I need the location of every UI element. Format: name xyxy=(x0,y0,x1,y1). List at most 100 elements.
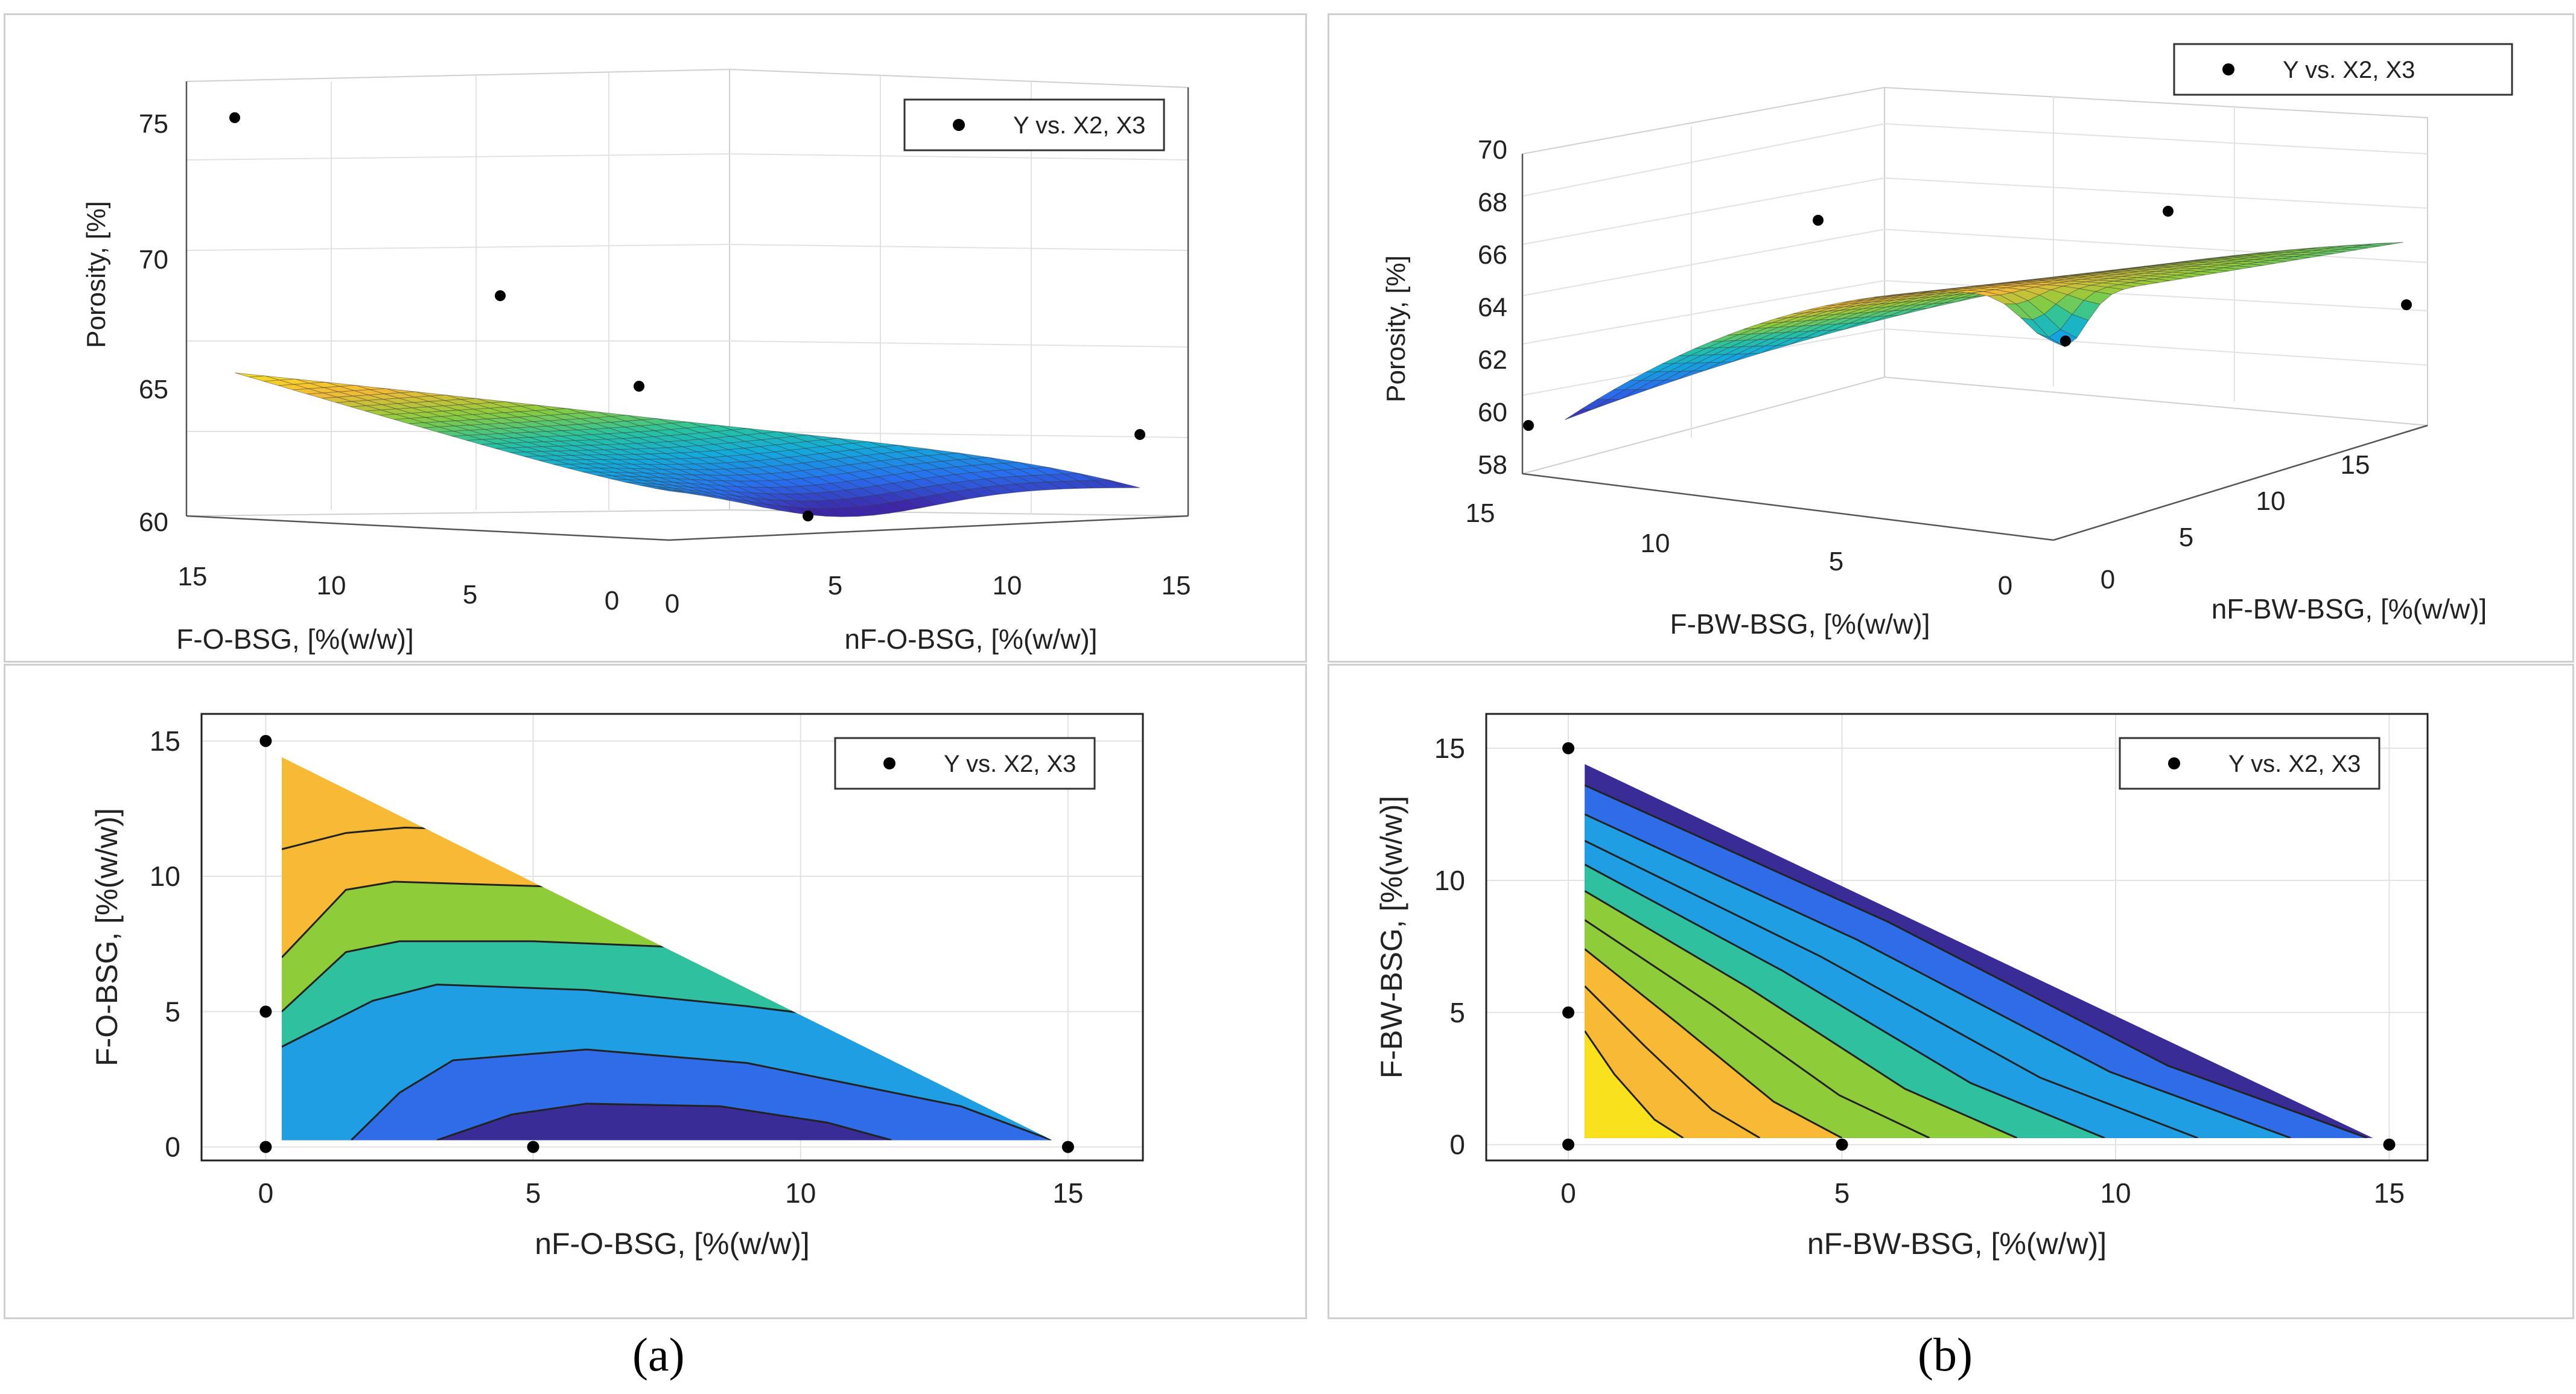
a-contour-data-point-2 xyxy=(259,1141,272,1153)
b-surface-y-tick: 5 xyxy=(2179,523,2193,552)
b-surface-x-tick: 10 xyxy=(1641,529,1670,558)
a-contour-x-tick: 10 xyxy=(785,1177,816,1209)
a-surface-x-tick: 0 xyxy=(665,589,679,619)
a-contour-data-point-0 xyxy=(259,734,272,747)
a-surface-y-tick: 10 xyxy=(317,571,346,600)
b-surface-z-tick: 70 xyxy=(1478,135,1507,165)
b-contour-axis-box xyxy=(1485,713,2429,1162)
surface-facet xyxy=(2037,333,2066,348)
a-surface-z-tick: 65 xyxy=(139,375,168,404)
b-contour-contour-line-8 xyxy=(1585,784,2368,1138)
a-contour-x-tick: 5 xyxy=(526,1177,541,1209)
b-surface-gridline-8 xyxy=(1884,280,2428,311)
b-surface-data-point-3 xyxy=(2060,336,2071,346)
a-surface-surface-mesh xyxy=(234,372,1140,517)
b-surface-gridline-1 xyxy=(1522,177,1885,245)
a-contour-y-tick: 15 xyxy=(150,725,180,757)
b-contour-x-tick: 10 xyxy=(2100,1177,2131,1209)
a-surface-x-tick: 10 xyxy=(993,571,1022,600)
b-contour-contour-line-2 xyxy=(1585,948,1843,1138)
b-contour-legend-box xyxy=(2119,737,2380,790)
a-surface-axis-edge-1 xyxy=(669,515,1189,541)
b-contour-y-tick: 0 xyxy=(1449,1129,1465,1160)
b-surface-legend-marker xyxy=(2222,63,2234,75)
b-surface-data-point-1 xyxy=(1813,215,1824,226)
b-contour-contour-line-1 xyxy=(1585,985,1761,1138)
a-surface-data-point-4 xyxy=(1134,429,1145,440)
b-surface-gridline-0 xyxy=(1522,123,1885,197)
b-surface-wall-0 xyxy=(1522,86,1885,475)
b-surface-x-tick: 0 xyxy=(1998,571,2012,600)
b-surface-y-label: nF-BW-BSG, [%(w/w)] xyxy=(2212,593,2487,625)
b-surface-surface-mesh xyxy=(1564,242,2404,421)
b-surface-axis-edge-0 xyxy=(1522,473,2054,541)
b-surface-gridline-6 xyxy=(1884,177,2428,209)
b-surface-z-tick: 60 xyxy=(1478,398,1507,427)
b-surface-axis-edge-1 xyxy=(2053,424,2428,541)
b-contour-x-tick: 15 xyxy=(2374,1177,2405,1209)
a-contour-contour-line-5 xyxy=(436,1103,892,1141)
b-contour-x-tick: 5 xyxy=(1834,1177,1850,1209)
b-surface-gridline-5 xyxy=(1884,123,2428,154)
a-surface-data-point-0 xyxy=(229,112,240,123)
b-contour-y-tick: 10 xyxy=(1434,865,1465,896)
chart-b-contour: 0 5 10 15 0 5 10 15 nF-BW-BSG, [%(w/w)] F-BW-BSG,… xyxy=(1375,713,2429,1261)
a-surface-legend-marker xyxy=(953,119,965,131)
a-contour-legend-marker xyxy=(883,757,895,769)
a-surface-axis-edge-0 xyxy=(186,515,670,541)
chart-a-surface: 60 65 70 75 0 5 10 15 15 10 5 0 Porosity, [%] nF-O-BS… xyxy=(81,68,1191,655)
a-surface-data-point-3 xyxy=(803,511,813,521)
b-contour-x-label: nF-BW-BSG, [%(w/w)] xyxy=(1807,1227,2107,1261)
a-contour-data-point-3 xyxy=(527,1141,539,1153)
a-surface-gridline-1 xyxy=(186,153,730,161)
b-contour-data-point-0 xyxy=(1562,742,1575,754)
caption-b: (b) xyxy=(1918,1328,1973,1381)
a-surface-z-label: Porosity, [%] xyxy=(81,201,111,348)
panel-a-contour: 0 5 10 15 0 5 10 15 nF-O-BSG, [%(w/w)] F-O-BSG, [… xyxy=(4,664,1307,1319)
a-contour-band-5 xyxy=(281,1103,1052,1141)
a-surface-gridline-0 xyxy=(186,244,730,251)
a-surface-gridline-6 xyxy=(729,340,1189,348)
b-contour-data-point-4 xyxy=(2383,1138,2396,1151)
panel-b-contour: 0 5 10 15 0 5 10 15 nF-BW-BSG, [%(w/w)] F-BW-BSG,… xyxy=(1328,664,2574,1319)
a-surface-gridline-4 xyxy=(729,244,1189,251)
b-contour-contour-line-5 xyxy=(1585,864,2105,1138)
b-contour-contour-line-3 xyxy=(1585,919,1930,1138)
b-surface-data-point-4 xyxy=(2401,299,2412,310)
b-surface-z-tick: 64 xyxy=(1478,293,1507,322)
a-contour-y-tick: 10 xyxy=(150,861,180,892)
a-contour-y-tick: 0 xyxy=(165,1131,180,1163)
a-contour-axis-box xyxy=(200,713,1144,1162)
panel-a-surface: 60 65 70 75 0 5 10 15 15 10 5 0 Porosity, [%] nF-O-BS… xyxy=(4,13,1307,663)
a-contour-data-point-4 xyxy=(1061,1141,1074,1153)
b-surface-z-label: Porosity, [%] xyxy=(1381,255,1411,403)
b-contour-legend-label: Y vs. X2, X3 xyxy=(2228,751,2361,777)
a-surface-z-tick: 70 xyxy=(139,245,168,275)
b-contour-contour-line-4 xyxy=(1585,890,2018,1138)
b-contour-contour-line-0 xyxy=(1585,1030,1684,1138)
a-surface-data-point-1 xyxy=(495,290,506,301)
b-surface-legend-label: Y vs. X2, X3 xyxy=(2283,57,2415,83)
b-contour-data-point-2 xyxy=(1562,1138,1575,1151)
b-surface-z-tick: 62 xyxy=(1478,345,1507,375)
b-contour-x-tick: 0 xyxy=(1560,1177,1576,1209)
b-surface-x-label: F-BW-BSG, [%(w/w)] xyxy=(1670,608,1930,640)
b-contour-band-1 xyxy=(1585,986,1760,1138)
a-surface-x-tick: 15 xyxy=(1162,571,1191,600)
a-surface-z-tick: 75 xyxy=(139,109,168,139)
b-surface-z-tick: 66 xyxy=(1478,240,1507,270)
b-surface-data-point-0 xyxy=(1523,420,1534,431)
a-surface-x-tick: 5 xyxy=(828,571,842,600)
a-surface-legend-label: Y vs. X2, X3 xyxy=(1013,112,1145,139)
a-surface-gridline-7 xyxy=(729,431,1189,438)
caption-a: (a) xyxy=(632,1328,685,1381)
b-contour-legend-marker xyxy=(2168,757,2180,769)
b-surface-data-point-2 xyxy=(2163,206,2174,217)
a-surface-y-tick: 15 xyxy=(178,562,208,591)
a-contour-y-label: F-O-BSG, [%(w/w)] xyxy=(90,808,124,1066)
b-surface-y-tick: 10 xyxy=(2256,486,2286,516)
b-contour-band-0 xyxy=(1585,1031,1684,1138)
b-contour-contour-line-6 xyxy=(1585,839,2198,1138)
a-contour-x-tick: 0 xyxy=(258,1177,274,1209)
a-surface-z-tick: 60 xyxy=(139,508,168,537)
